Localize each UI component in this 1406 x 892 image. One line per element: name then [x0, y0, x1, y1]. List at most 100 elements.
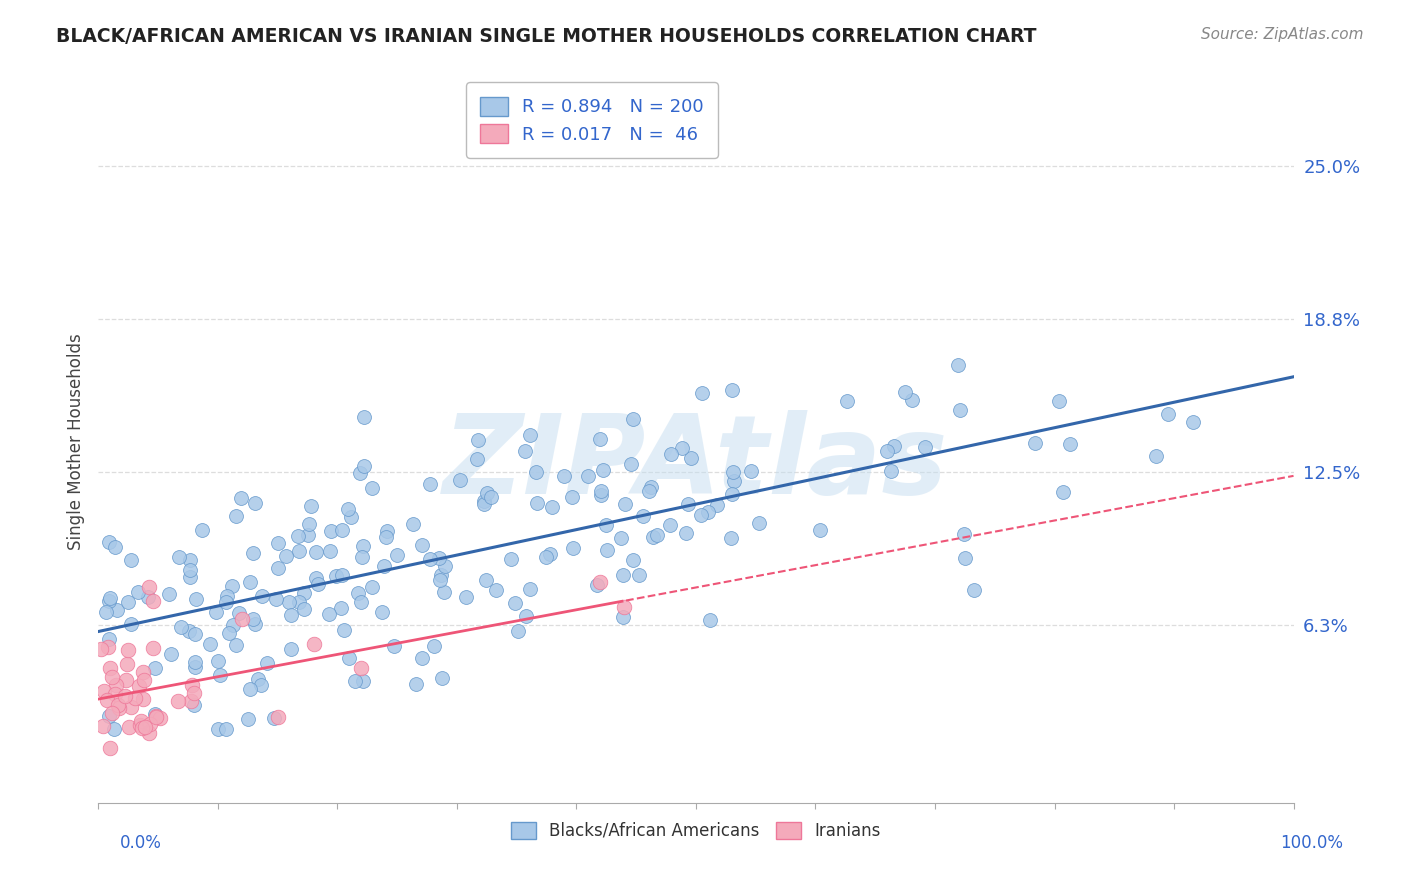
Point	[561, 490, 583, 504]
Point	[239, 682, 262, 697]
Point	[98, 535, 121, 549]
Point	[562, 541, 585, 556]
Point	[297, 528, 319, 542]
Point	[347, 586, 370, 600]
Point	[576, 468, 599, 483]
Point	[319, 524, 342, 538]
Point	[103, 723, 125, 737]
Point	[352, 549, 374, 564]
Point	[333, 624, 356, 638]
Point	[103, 540, 125, 554]
Point	[149, 711, 172, 725]
Point	[405, 677, 427, 691]
Point	[401, 516, 423, 531]
Point	[638, 483, 661, 498]
Point	[336, 502, 359, 516]
Point	[720, 532, 742, 546]
Point	[946, 358, 969, 372]
Point	[350, 595, 373, 609]
Point	[115, 673, 138, 688]
Point	[353, 410, 375, 425]
Point	[454, 590, 477, 604]
Point	[361, 580, 384, 594]
Point	[503, 596, 526, 610]
Point	[288, 595, 311, 609]
Point	[131, 665, 153, 680]
Point	[430, 568, 453, 582]
Point	[250, 678, 273, 692]
Point	[501, 552, 523, 566]
Point	[524, 465, 547, 479]
Point	[740, 464, 762, 478]
Point	[319, 544, 342, 558]
Point	[640, 480, 662, 494]
Point	[433, 584, 456, 599]
Point	[145, 708, 167, 723]
Point	[242, 612, 264, 626]
Point	[589, 575, 612, 590]
Point	[117, 595, 139, 609]
Point	[228, 606, 250, 620]
Point	[105, 603, 128, 617]
Point	[534, 550, 557, 565]
Point	[952, 526, 974, 541]
Point	[894, 385, 917, 400]
Point	[1024, 436, 1046, 450]
Point	[101, 670, 124, 684]
Point	[225, 508, 247, 523]
Point	[278, 595, 301, 609]
Point	[699, 613, 721, 627]
Point	[221, 579, 243, 593]
Point	[467, 433, 489, 447]
Point	[526, 496, 548, 510]
Point	[1144, 449, 1167, 463]
Point	[352, 673, 374, 688]
Point	[132, 673, 155, 688]
Point	[280, 642, 302, 657]
Point	[411, 651, 433, 665]
Point	[721, 487, 744, 501]
Point	[671, 441, 693, 455]
Point	[128, 680, 150, 694]
Point	[243, 496, 266, 510]
Point	[280, 608, 302, 623]
Point	[613, 599, 636, 614]
Point	[375, 524, 398, 539]
Point	[184, 659, 207, 673]
Point	[117, 642, 139, 657]
Point	[465, 452, 488, 467]
Point	[183, 698, 205, 713]
Point	[479, 491, 502, 505]
Point	[302, 637, 325, 651]
Point	[96, 693, 118, 707]
Point	[139, 716, 162, 731]
Point	[589, 432, 612, 446]
Point	[205, 605, 228, 619]
Point	[131, 721, 153, 735]
Point	[1157, 408, 1180, 422]
Point	[169, 620, 191, 634]
Point	[97, 640, 120, 654]
Point	[901, 393, 924, 408]
Point	[384, 639, 406, 653]
Point	[835, 394, 858, 409]
Point	[553, 468, 575, 483]
Point	[519, 582, 541, 597]
Point	[659, 447, 682, 461]
Point	[613, 497, 636, 511]
Point	[419, 477, 441, 491]
Point	[475, 486, 498, 500]
Point	[145, 709, 167, 723]
Point	[104, 687, 127, 701]
Point	[914, 440, 936, 454]
Point	[159, 648, 181, 662]
Point	[180, 694, 202, 708]
Point	[120, 553, 142, 567]
Point	[371, 605, 394, 619]
Point	[619, 457, 641, 471]
Point	[339, 509, 361, 524]
Text: 0.0%: 0.0%	[120, 834, 162, 852]
Point	[98, 594, 121, 608]
Point	[721, 383, 744, 397]
Point	[184, 655, 207, 669]
